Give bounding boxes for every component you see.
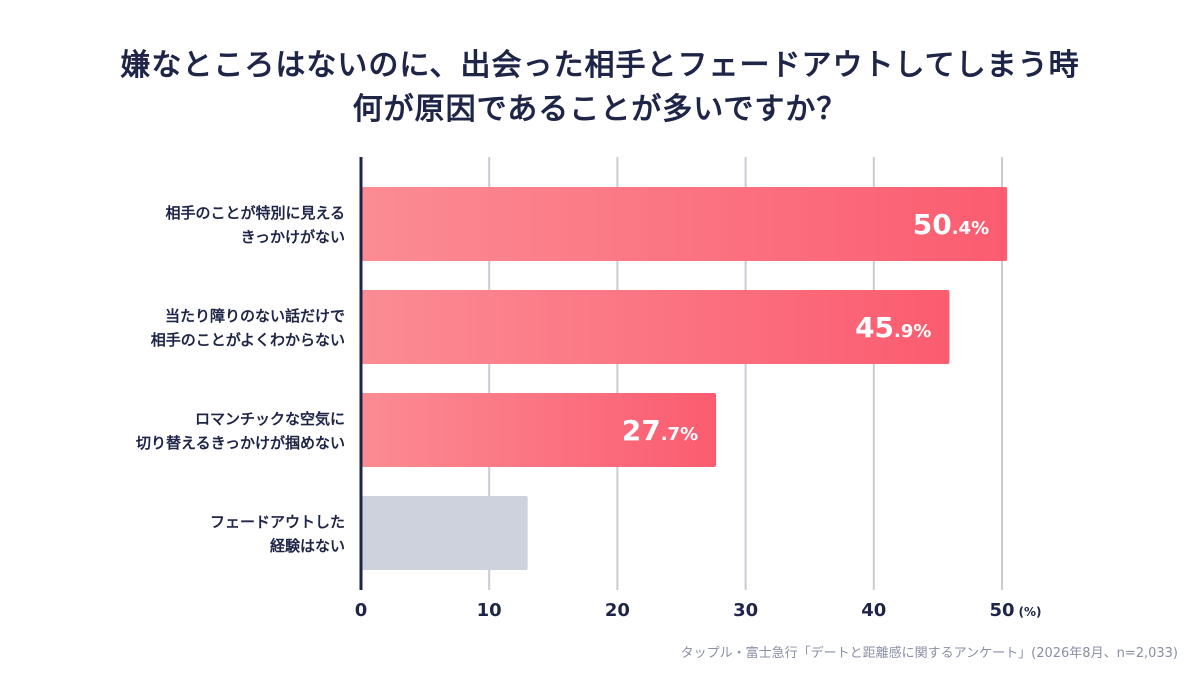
chart-title: 嫌なところはないのに、出会った相手とフェードアウトしてしまう時 何が原因であるこ… [0,44,1200,132]
bar-value-label: 50.4% [913,208,989,241]
x-axis-unit: (%) [1019,605,1042,619]
category-label: きっかけがない [241,228,345,246]
x-tick-label: 50 [989,600,1014,621]
category-label: フェードアウトした [210,513,345,531]
chart-title-line-2: 何が原因であることが多いですか？ [352,92,848,127]
category-labels: 相手のことが特別に見えるきっかけがない当たり障りのない話だけで相手のことがよくわ… [136,204,345,555]
bar [361,187,1008,261]
chart-title-line-1: 嫌なところはないのに、出会った相手とフェードアウトしてしまう時 [120,48,1080,83]
category-label: ロマンチックな空気に [195,410,345,428]
x-tick-label: 0 [355,600,368,621]
category-label: 当たり障りのない話だけで [165,307,345,325]
bar-value-label: 27.7% [622,414,698,447]
x-tick-label: 10 [477,600,502,621]
category-label: 相手のことがよくわからない [151,331,345,349]
category-label: 切り替えるきっかけが掴めない [136,434,345,452]
x-tick-label: 30 [733,600,758,621]
source-note: タップル・富士急行「デートと距離感に関するアンケート」(2026年8月、n=2,… [680,646,1178,661]
category-label: 相手のことが特別に見える [165,204,345,222]
x-tick-label: 40 [861,600,886,621]
x-tick-label: 20 [605,600,630,621]
bar [361,496,528,570]
bar [361,290,950,364]
bars: 50.4% 45.9% 27.7% [361,187,1008,570]
category-label: 経験はない [270,537,345,555]
bar-value-label: 45.9% [855,311,931,344]
bar [361,393,717,467]
axes: 0 10 20 30 40 50 (%) [355,157,1042,621]
